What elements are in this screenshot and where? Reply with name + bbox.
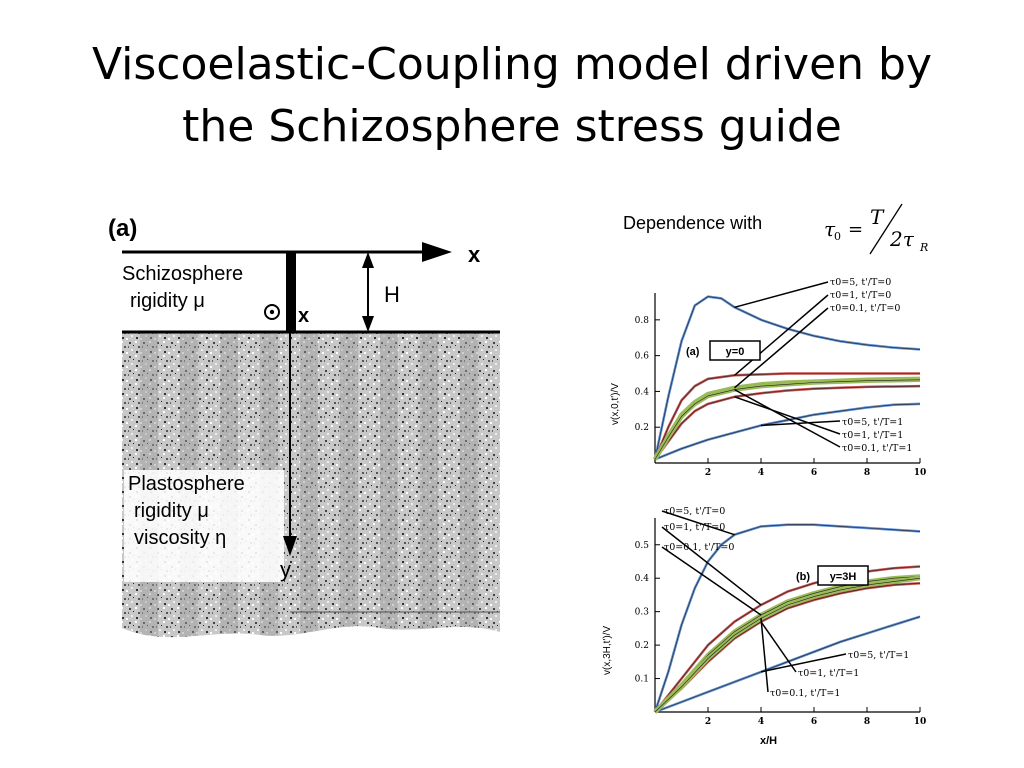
schizosphere-label: Schizosphere xyxy=(122,263,243,285)
y-tick-label: 0.6 xyxy=(635,352,650,362)
equals-sign: = xyxy=(848,219,863,240)
series-label: τ0=1, t'/T=0 xyxy=(830,290,891,301)
formula-denominator: 2τ xyxy=(889,227,915,251)
series-label: τ0=5, t'/T=0 xyxy=(830,277,891,288)
y-tick-label: 0.1 xyxy=(635,675,649,685)
tau0-symbol: τ xyxy=(824,217,836,241)
leader-line xyxy=(661,526,762,606)
leader-line xyxy=(760,420,841,427)
plot-a: 0.2 0.4 0.6 0.8 2 4 6 8 10 τ0=5, t'/T=0 τ0=1, t'/T… xyxy=(610,277,927,478)
out-of-plane-icon xyxy=(264,304,280,320)
leader-line xyxy=(734,307,829,389)
y-tick-label: 0.5 xyxy=(635,541,650,551)
y-axis-label: y xyxy=(280,557,291,582)
plot-a-box xyxy=(709,340,761,361)
depth-label: H xyxy=(384,282,400,307)
out-of-plane-label: x xyxy=(298,305,309,327)
plot-b-ylabel: v(x,3H,t')/V xyxy=(602,626,613,675)
series-core-5 xyxy=(654,379,921,460)
series-core-1 xyxy=(654,373,920,460)
slide-title: Viscoelastic-Coupling model driven by th… xyxy=(0,34,1024,158)
out-of-plane-dot xyxy=(269,309,275,315)
leader-line xyxy=(760,621,797,673)
x-tick-label: 4 xyxy=(758,717,764,727)
series-label: τ0=0.1, t'/T=0 xyxy=(830,303,900,314)
series-label: τ0=1, t'/T=0 xyxy=(664,522,725,533)
leader-line xyxy=(734,396,841,435)
plot-b-box-label: y=3H xyxy=(830,571,857,583)
plot-a-ylabel: v(x,0,t')/V xyxy=(610,383,621,425)
y-tick-label: 0.3 xyxy=(635,608,650,618)
x-axis-label: x xyxy=(468,242,481,267)
dependence-caption: Dependence with xyxy=(623,213,763,233)
plastosphere-viscosity: viscosity η xyxy=(134,527,226,549)
y-tick-label: 0.8 xyxy=(635,316,650,326)
plot-b-box xyxy=(817,565,869,586)
x-tick-label: 10 xyxy=(914,468,927,478)
series-core-4 xyxy=(654,385,921,460)
fraction-slash xyxy=(869,203,903,255)
leader-line xyxy=(734,281,829,309)
series-label: τ0=0.1, t'/T=1 xyxy=(770,688,840,699)
x-tick-label: 8 xyxy=(864,717,870,727)
depth-arrowhead-top xyxy=(362,252,374,268)
leader-line xyxy=(734,388,841,448)
series-core-0 xyxy=(654,296,921,460)
series-label: τ0=0.1, t'/T=0 xyxy=(664,542,734,553)
plot-b: 0.1 0.2 0.3 0.4 0.5 2 4 6 8 10 τ0=5, t'/T=0 τ0=1, t… xyxy=(602,506,927,747)
formula-numerator: T xyxy=(870,205,885,229)
x-tick-label: 6 xyxy=(811,717,817,727)
plot-b-content: 0.1 0.2 0.3 0.4 0.5 2 4 6 8 10 τ0=5, t'/T=0 τ0=1, t… xyxy=(635,506,927,727)
tau-formula: τ 0 = T 2τ R xyxy=(824,203,928,255)
depth-arrowhead-bottom xyxy=(362,316,374,332)
series-core-3 xyxy=(654,403,921,460)
tau0-subscript: 0 xyxy=(834,230,841,243)
series-label: τ0=1, t'/T=1 xyxy=(842,430,903,441)
series-label: τ0=5, t'/T=1 xyxy=(842,417,903,428)
y-tick-label: 0.2 xyxy=(635,641,649,651)
plot-b-panel-label: (b) xyxy=(796,571,810,583)
x-axis-arrowhead xyxy=(422,242,452,262)
leader-line xyxy=(661,546,762,616)
plot-b-xlabel: x/H xyxy=(760,735,777,747)
leader-line xyxy=(760,653,847,673)
schizosphere-rigidity: rigidity μ xyxy=(130,290,205,312)
formula-subscript-r: R xyxy=(919,241,928,254)
y-axis-arrowhead xyxy=(283,536,297,556)
series-core-5 xyxy=(654,577,921,713)
plastosphere-rigidity: rigidity μ xyxy=(134,500,209,522)
figure-a-schematic: (a) x y H x Schizosphere rigidity μ Plas… xyxy=(108,215,500,638)
y-tick-label: 0.4 xyxy=(635,574,650,584)
series-label: τ0=5, t'/T=1 xyxy=(848,650,909,661)
slide-title-line-2: the Schizosphere stress guide xyxy=(182,101,842,152)
plot-a-panel-label: (a) xyxy=(686,346,700,358)
slide-title-line-1: Viscoelastic-Coupling model driven by xyxy=(91,39,933,90)
series-core-3 xyxy=(654,616,921,713)
leader-line xyxy=(661,510,735,536)
y-tick-label: 0.4 xyxy=(635,387,650,397)
panel-label-a: (a) xyxy=(108,215,137,242)
x-tick-label: 4 xyxy=(758,468,764,478)
plot-a-box-label: y=0 xyxy=(726,346,745,358)
x-tick-label: 10 xyxy=(914,717,927,727)
fault-bar xyxy=(286,252,296,332)
x-tick-label: 8 xyxy=(864,468,870,478)
plastosphere-label: Plastosphere xyxy=(128,473,245,495)
plot-a-content: 0.2 0.4 0.6 0.8 2 4 6 8 10 τ0=5, t'/T=0 τ0=1, t'/T… xyxy=(635,277,927,478)
leader-line xyxy=(734,294,829,376)
series-label: τ0=1, t'/T=1 xyxy=(798,668,859,679)
x-tick-label: 2 xyxy=(705,468,711,478)
leader-line xyxy=(760,618,769,693)
series-core-0 xyxy=(654,524,921,713)
x-tick-label: 2 xyxy=(705,717,711,727)
label-backdrop xyxy=(124,470,284,582)
series-core-1 xyxy=(654,566,921,713)
y-tick-label: 0.2 xyxy=(635,423,649,433)
series-label: τ0=0.1, t'/T=1 xyxy=(842,443,912,454)
x-tick-label: 6 xyxy=(811,468,817,478)
series-label: τ0=5, t'/T=0 xyxy=(664,506,725,517)
